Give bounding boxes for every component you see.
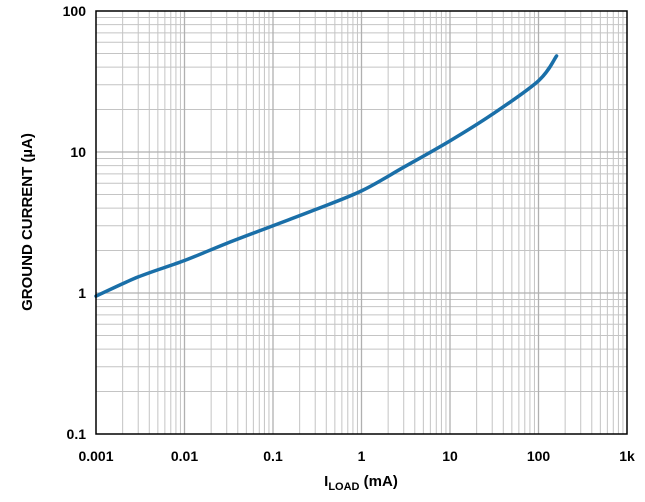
major-grid — [96, 11, 627, 434]
y-tick-label: 1 — [78, 285, 86, 301]
y-axis-title: GROUND CURRENT (µA) — [19, 133, 36, 311]
x-tick-label: 1k — [619, 448, 635, 464]
x-tick-label: 0.01 — [171, 448, 198, 464]
y-tick-label: 0.1 — [67, 426, 87, 442]
x-tick-label: 10 — [442, 448, 458, 464]
x-axis-title-sub: LOAD — [328, 481, 359, 493]
x-axis-title: ILOAD (mA) — [324, 473, 398, 493]
series-line-0 — [94, 54, 559, 298]
x-tick-labels: 0.001 0.01 0.1 1 10 100 1k — [78, 448, 635, 464]
plot-frame — [95, 10, 628, 435]
x-tick-label: 1 — [358, 448, 366, 464]
y-tick-label: 10 — [70, 144, 86, 160]
series-layer — [94, 54, 559, 298]
x-tick-label: 0.001 — [78, 448, 113, 464]
x-axis-title-unit: (mA) — [360, 473, 398, 490]
y-tick-label: 100 — [63, 3, 87, 19]
x-tick-label: 100 — [527, 448, 551, 464]
y-tick-labels: 0.1 1 10 100 — [63, 3, 87, 442]
x-tick-label: 0.1 — [263, 448, 283, 464]
x-axis-title-main: I — [324, 473, 328, 490]
